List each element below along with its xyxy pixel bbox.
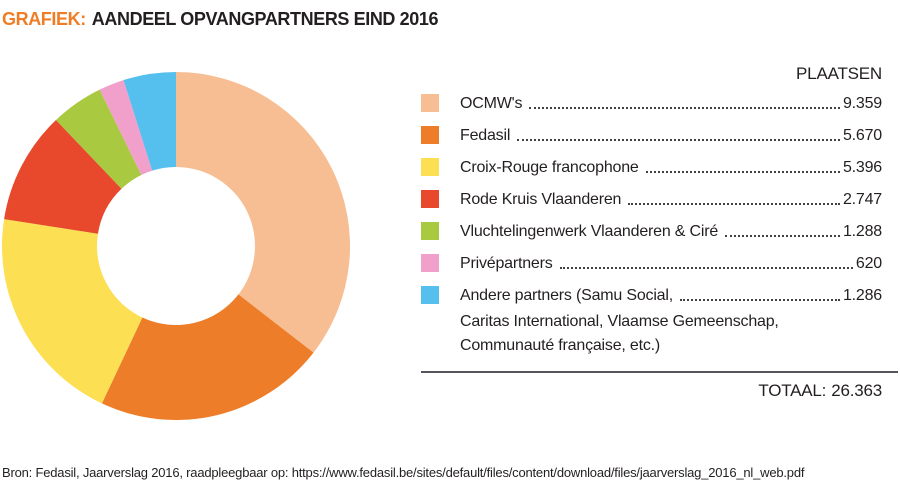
legend-value: 620 [855,255,882,272]
legend-row-vluchtelingenwerk: Vluchtelingenwerk Vlaanderen & Ciré 1.28… [421,222,898,241]
dotted-leader [725,235,840,237]
dotted-leader [529,107,840,109]
legend-row-croix-rouge: Croix-Rouge francophone 5.396 [421,158,898,177]
dotted-leader [628,203,840,205]
legend-swatch [421,126,439,144]
legend-label: Andere partners (Samu Social, [460,287,673,304]
legend-row-ocmw: OCMW's 9.359 [421,94,898,113]
legend-swatch [421,254,439,272]
donut-segment-7 [123,72,176,171]
total-label: TOTAAL: [758,381,827,400]
donut-chart [2,72,350,420]
legend-value: 5.670 [842,127,882,144]
legend-swatch [421,286,439,304]
legend-value: 5.396 [842,159,882,176]
dotted-leader [559,267,853,269]
legend-row-privepartners: Privépartners 620 [421,254,898,273]
dotted-leader [517,139,840,141]
legend-swatch [421,222,439,240]
donut-segment-3 [2,219,143,404]
legend: PLAATSEN OCMW's 9.359 Fedasil 5.670 Croi… [421,65,898,400]
legend-value: 2.747 [842,191,882,208]
legend-swatch [421,158,439,176]
legend-value: 1.288 [842,223,882,240]
donut-segment-1 [176,72,350,353]
legend-label: Privépartners [460,255,553,272]
legend-header: PLAATSEN [796,64,882,83]
legend-total: TOTAAL: 26.363 [421,382,898,400]
legend-swatch [421,94,439,112]
dotted-leader [679,299,840,301]
legend-label: Vluchtelingenwerk Vlaanderen & Ciré [460,223,719,240]
dotted-leader [645,171,840,173]
legend-value: 9.359 [842,95,882,112]
legend-row-fedasil: Fedasil 5.670 [421,126,898,145]
legend-label-continuation: Caritas International, Vlaamse Gemeensch… [460,313,779,354]
page-title: GRAFIEK: AANDEEL OPVANGPARTNERS EIND 2016 [2,9,438,30]
donut-segment-5 [55,89,142,189]
total-value: 26.363 [831,381,882,400]
donut-segment-6 [99,80,153,176]
donut-segment-2 [101,294,314,420]
legend-row-rode-kruis: Rode Kruis Vlaanderen 2.747 [421,190,898,209]
legend-label: Rode Kruis Vlaanderen [460,191,622,208]
donut-svg [2,72,350,420]
legend-divider [421,371,898,373]
title-text: AANDEEL OPVANGPARTNERS EIND 2016 [91,9,439,29]
legend-row-andere-partners: Andere partners (Samu Social, 1.286 Cari… [421,286,898,358]
donut-segment-4 [4,120,122,234]
legend-label: Croix-Rouge francophone [460,159,639,176]
legend-value: 1.286 [842,287,882,304]
legend-label: Fedasil [460,127,511,144]
title-prefix: GRAFIEK: [2,9,86,29]
source-citation: Bron: Fedasil, Jaarverslag 2016, raadple… [2,465,805,480]
legend-label: OCMW's [460,95,523,112]
legend-swatch [421,190,439,208]
